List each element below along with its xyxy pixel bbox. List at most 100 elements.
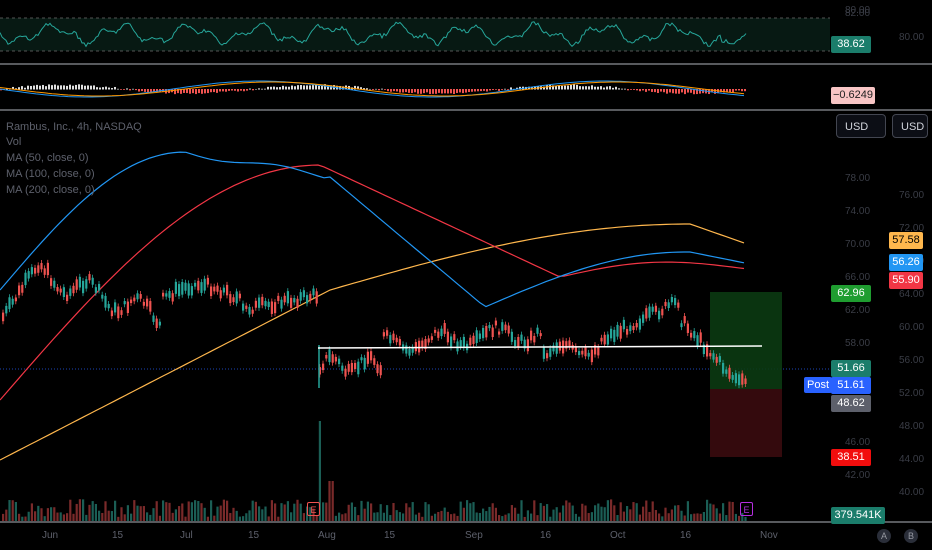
volume-bar [411,502,414,521]
macd-histogram-bar [363,88,365,90]
macd-histogram-bar [660,89,662,92]
volume-bar [123,514,126,521]
volume-bar [130,513,133,521]
macd-histogram-bar [675,89,677,94]
candle-body [370,351,373,361]
macd-histogram-bar [123,89,125,90]
b-button[interactable]: B [904,529,918,543]
macd-histogram-bar [738,89,740,91]
candle-body [421,340,424,348]
candle-body [498,331,501,335]
volume-bar [565,500,568,521]
macd-histogram-bar [45,86,47,90]
macd-histogram-bar [579,86,581,90]
candle-body [523,339,526,349]
macd-histogram-bar [492,89,494,90]
candle-body [267,301,270,308]
candle-body [670,296,673,303]
candle-body [293,298,296,303]
macd-histogram-bar [321,84,323,90]
volume-bar [315,515,318,521]
macd-histogram-bar [678,89,680,94]
macd-histogram-bar [309,85,311,90]
candle-body [82,280,85,294]
candle-body [475,330,478,344]
volume-bar [318,421,321,521]
candle-body [56,287,59,292]
macd-histogram-bar [354,85,356,90]
candle-body [699,332,702,343]
time-axis-tick: 16 [540,530,552,541]
stop-price-badge: 38.51 [831,449,871,466]
candle-body [382,332,385,337]
volume-bar [18,513,21,521]
currency-button-left[interactable]: USD [836,114,886,138]
candle-body [405,345,408,354]
ma50-label: MA (50, close, 0) [6,152,89,164]
macd-histogram-bar [582,86,584,90]
macd-histogram-bar [72,85,74,90]
candle-body [696,335,699,347]
candle-body [123,301,126,305]
earnings-marker-aug[interactable]: E [307,502,320,516]
volume-bar [171,512,174,521]
candle-body [725,369,728,374]
auto-scale-button[interactable]: A [877,529,891,543]
ma100-price-badge: 55.90 [889,272,923,289]
macd-histogram-bar [234,89,236,91]
macd-histogram-bar [249,88,251,90]
volume-bar [488,506,491,521]
volume-bar [613,505,616,521]
candle-body [136,293,139,300]
volume-bar [190,502,193,521]
macd-pane [0,80,746,98]
volume-bar [37,505,40,521]
candle-body [552,345,555,352]
volume-bar [21,516,24,521]
macd-histogram-bar [405,89,407,93]
macd-histogram-bar [273,86,275,90]
candle-body [322,363,325,371]
volume-bar [114,500,117,521]
volume-bar [594,505,597,521]
candle-body [741,373,744,385]
volume-bar [619,502,622,521]
macd-histogram-bar [411,89,413,93]
candle-body [296,298,299,308]
volume-bar [59,512,62,521]
volume-bar [66,513,69,521]
candle-body [635,323,638,328]
volume-bar [683,515,686,521]
macd-histogram-bar [726,89,728,93]
volume-bar [264,506,267,521]
volume-badge: 379.541K [831,507,885,524]
candle-body [43,268,46,275]
earnings-marker-upcoming[interactable]: E [740,502,753,516]
volume-bar [158,515,161,521]
candle-body [350,362,353,373]
volume-bar [338,512,341,521]
macd-histogram-bar [330,85,332,90]
stop-zone [710,389,782,457]
currency-button-right[interactable]: USD [892,114,928,138]
main-pane [0,151,830,521]
time-axis-tick: 15 [112,530,124,541]
volume-bar [283,504,286,521]
macd-histogram-bar [570,85,572,90]
macd-histogram-bar [300,85,302,90]
candle-body [2,312,5,322]
candle-body [30,267,33,275]
volume-bar [510,505,513,521]
candle-body [373,358,376,365]
volume-bar [200,503,203,521]
volume-bar [331,481,334,521]
last-price-badge: 51.66 [831,360,871,377]
macd-histogram-bar [261,88,263,90]
volume-bar [741,512,744,521]
volume-bar [632,502,635,521]
candle-body [325,354,328,359]
price-axis-tick: 66.00 [845,272,871,283]
candle-body [91,277,94,285]
volume-bar [347,504,350,521]
